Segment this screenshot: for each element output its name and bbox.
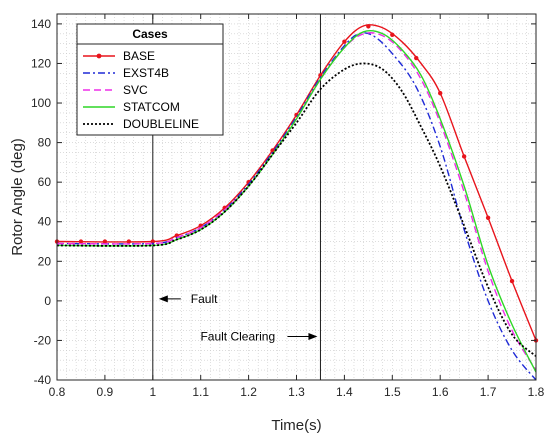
y-tick-label: 100: [31, 96, 51, 110]
series-marker-base: [366, 24, 371, 29]
x-tick-label: 1.8: [528, 385, 545, 399]
legend-label-statcom: STATCOM: [123, 100, 180, 114]
series-marker-base: [126, 239, 132, 244]
y-tick-label: -20: [34, 333, 52, 347]
y-tick-label: -40: [34, 373, 52, 387]
y-tick-label: 0: [44, 294, 51, 308]
fault-clearing-label: Fault Clearing: [200, 329, 275, 343]
series-marker-base: [342, 39, 347, 44]
annotations: Fault Fault Clearing: [158, 292, 318, 343]
fault-clearing-annotation: Fault Clearing: [200, 329, 318, 343]
legend-marker-base: [96, 53, 102, 59]
series-line-doubleline: [56, 62, 537, 357]
axis-ticks: 0.8 0.9 1 1.1 1.2 1.3 1.4 1.5 1.6 1.7 1.8 -40 -20 0 20…: [31, 14, 545, 399]
x-tick-label: 0.8: [49, 385, 66, 399]
legend-box: [76, 23, 224, 136]
data-series: [54, 24, 539, 381]
series-line-statcom: [56, 29, 537, 373]
series-marker-base: [509, 278, 515, 284]
series-marker-base: [438, 90, 443, 96]
series-marker-base: [270, 148, 275, 153]
y-tick-label: 40: [38, 215, 52, 229]
series-marker-base: [414, 55, 419, 61]
x-axis-label: Time(s): [271, 417, 321, 434]
series-marker-base: [461, 154, 467, 159]
series-marker-base: [150, 239, 155, 244]
legend-label-svc: SVC: [123, 83, 148, 97]
legend-label-doubleline: DOUBLELINE: [123, 117, 199, 131]
y-tick-label: 20: [38, 254, 52, 268]
x-tick-label: 1.1: [192, 385, 209, 399]
legend-label-base: BASE: [123, 49, 155, 63]
y-tick-label: 60: [38, 175, 52, 189]
x-tick-label: 1.7: [480, 385, 497, 399]
x-tick-label: 1.5: [384, 385, 401, 399]
x-tick-label: 1.6: [432, 385, 449, 399]
x-tick-label: 1: [149, 385, 156, 399]
x-tick-label: 1.3: [288, 385, 305, 399]
legend-label-exst4b: EXST4B: [123, 66, 169, 80]
fault-annotation: Fault: [158, 292, 218, 306]
x-tick-label: 1.2: [240, 385, 257, 399]
x-tick-label: 1.4: [336, 385, 353, 399]
series-marker-base: [390, 32, 395, 37]
legend-entries: BASE EXST4B SVC STATCOM DOUBLELINE: [83, 49, 199, 131]
legend-title: Cases: [132, 27, 168, 41]
fault-arrowhead: [158, 295, 168, 303]
y-tick-label: 140: [31, 17, 51, 31]
series-marker-base: [102, 239, 108, 244]
series-marker-base: [485, 215, 491, 220]
fault-label: Fault: [191, 292, 218, 306]
legend: Cases BASE EXST4B SVC STATCOM DOUBLELINE: [76, 23, 224, 136]
series-marker-base: [78, 239, 84, 244]
y-axis-label: Rotor Angle (deg): [9, 138, 26, 256]
x-tick-label: 0.9: [97, 385, 114, 399]
fault-clearing-arrowhead: [308, 332, 318, 340]
y-tick-label: 80: [38, 136, 52, 150]
y-tick-label: 120: [31, 56, 51, 70]
